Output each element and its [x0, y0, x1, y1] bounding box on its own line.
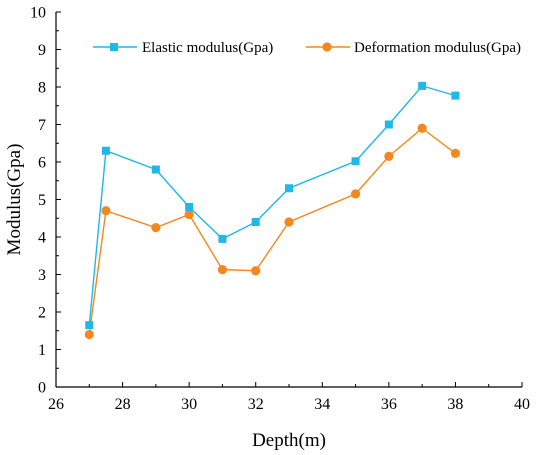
data-point	[417, 123, 427, 133]
y-tick-label: 10	[30, 5, 46, 22]
data-point	[251, 266, 261, 276]
data-point	[351, 157, 360, 166]
x-tick-label: 30	[181, 396, 197, 413]
series-line	[88, 127, 456, 335]
x-tick-label: 28	[115, 396, 131, 413]
x-tick-label: 26	[48, 396, 64, 413]
data-point	[101, 146, 110, 155]
data-point	[217, 265, 228, 275]
data-point	[284, 217, 294, 227]
legend-marker-deformation	[322, 42, 332, 52]
x-tick-label: 34	[314, 396, 330, 413]
y-tick-label: 1	[38, 342, 46, 359]
legend-label-elastic: Elastic modulus(Gpa)	[142, 40, 273, 56]
legend: Elastic modulus(Gpa) Deformation modulus…	[93, 40, 521, 56]
data-point	[151, 165, 160, 174]
x-tick-label: 36	[381, 396, 397, 413]
y-tick-label: 3	[38, 267, 46, 284]
data-point	[184, 209, 194, 220]
series-deformation	[84, 123, 461, 340]
x-tick-label: 32	[248, 396, 264, 413]
y-tick-label: 5	[38, 192, 46, 209]
data-point	[84, 329, 94, 340]
x-tick-label: 38	[447, 396, 463, 413]
y-tick-label: 7	[38, 117, 46, 134]
x-axis-title: Depth(m)	[252, 430, 326, 451]
data-point	[185, 203, 194, 211]
data-point	[384, 151, 394, 161]
data-point	[85, 321, 94, 330]
y-tick-label: 9	[38, 42, 46, 59]
legend-label-deformation: Deformation modulus(Gpa)	[354, 40, 521, 56]
series-line	[88, 85, 456, 326]
data-point	[450, 148, 461, 158]
x-tick-label: 40	[514, 396, 530, 413]
y-tick-label: 8	[38, 80, 46, 97]
data-point	[451, 91, 460, 100]
series-elastic	[85, 81, 460, 330]
data-point	[418, 81, 427, 90]
legend-marker-elastic	[110, 43, 118, 51]
y-tick-label: 6	[38, 155, 46, 172]
data-point	[101, 206, 111, 216]
data-point	[251, 218, 260, 226]
series-layer	[84, 81, 461, 340]
y-tick-label: 4	[38, 230, 46, 247]
data-point	[285, 184, 293, 193]
data-point	[384, 120, 393, 129]
data-point	[151, 223, 161, 233]
y-axis-title: Modulus(Gpa)	[4, 144, 25, 256]
y-tick-label: 0	[38, 380, 46, 397]
y-tick-label: 2	[38, 305, 46, 322]
data-point	[350, 189, 361, 199]
data-point	[218, 234, 227, 243]
